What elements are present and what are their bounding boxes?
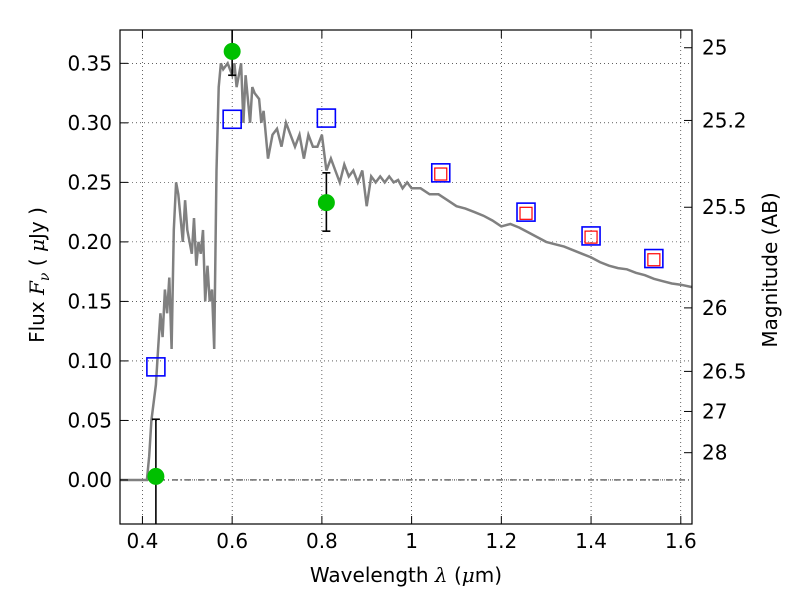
y-tick-label: 0.35 bbox=[67, 51, 112, 75]
inner-photometry-marker bbox=[434, 167, 448, 181]
x-tick-label: 1.4 bbox=[575, 529, 607, 553]
x-tick-label: 1.6 bbox=[665, 529, 697, 553]
y-tick-label: 0.10 bbox=[67, 349, 112, 373]
y-tick-label: 0.30 bbox=[67, 111, 112, 135]
y2-axis-title: Magnitude (AB) bbox=[758, 192, 782, 347]
data-markers bbox=[146, 30, 664, 524]
mag-tick-label: 25 bbox=[702, 36, 727, 60]
x-axis-title: Wavelength λ (μm) bbox=[310, 563, 502, 587]
mag-tick-label: 26 bbox=[702, 296, 727, 320]
y-tick-label: 0.00 bbox=[67, 468, 112, 492]
mag-tick-label: 27 bbox=[702, 399, 727, 423]
y-axis-title: Flux Fν ( μJy ) bbox=[25, 207, 53, 343]
mag-tick-label: 25.2 bbox=[702, 108, 747, 132]
x-tick-label: 1.2 bbox=[485, 529, 517, 553]
inner-photometry-marker bbox=[584, 230, 598, 244]
y-tick-label: 0.25 bbox=[67, 170, 112, 194]
inner-photometry-marker bbox=[519, 206, 533, 220]
plot-frame bbox=[119, 29, 693, 525]
inner-photometry-marker bbox=[647, 253, 661, 267]
model-photometry-marker bbox=[581, 226, 601, 246]
mag-tick-label: 28 bbox=[702, 441, 727, 465]
model-photometry-marker bbox=[222, 109, 242, 130]
mag-tick-label: 26.5 bbox=[702, 359, 747, 383]
model-photometry-marker bbox=[516, 202, 536, 222]
model-spectrum-line bbox=[120, 60, 693, 482]
x-tick-label: 0.4 bbox=[127, 529, 159, 553]
x-tick-label: 0.6 bbox=[216, 529, 248, 553]
axis-ticks: 0.4 0.6 0.8 1 1.2 1.4 1.6 0.00 0.05 0.10 0.15 0.20 0… bbox=[67, 30, 747, 553]
y-tick-label: 0.05 bbox=[67, 408, 112, 432]
observed-point bbox=[317, 194, 335, 212]
x-tick-label: 1 bbox=[405, 529, 418, 553]
observed-point bbox=[223, 42, 241, 60]
y-tick-label: 0.15 bbox=[67, 289, 112, 313]
model-photometry-marker bbox=[430, 163, 451, 183]
x-tick-label: 0.8 bbox=[306, 529, 338, 553]
model-photometry-marker bbox=[644, 248, 664, 269]
y-tick-label: 0.20 bbox=[67, 230, 112, 254]
mag-tick-label: 25.5 bbox=[702, 195, 747, 219]
observed-point bbox=[147, 467, 165, 485]
model-photometry-marker bbox=[316, 108, 337, 128]
model-photometry-marker bbox=[146, 357, 166, 377]
